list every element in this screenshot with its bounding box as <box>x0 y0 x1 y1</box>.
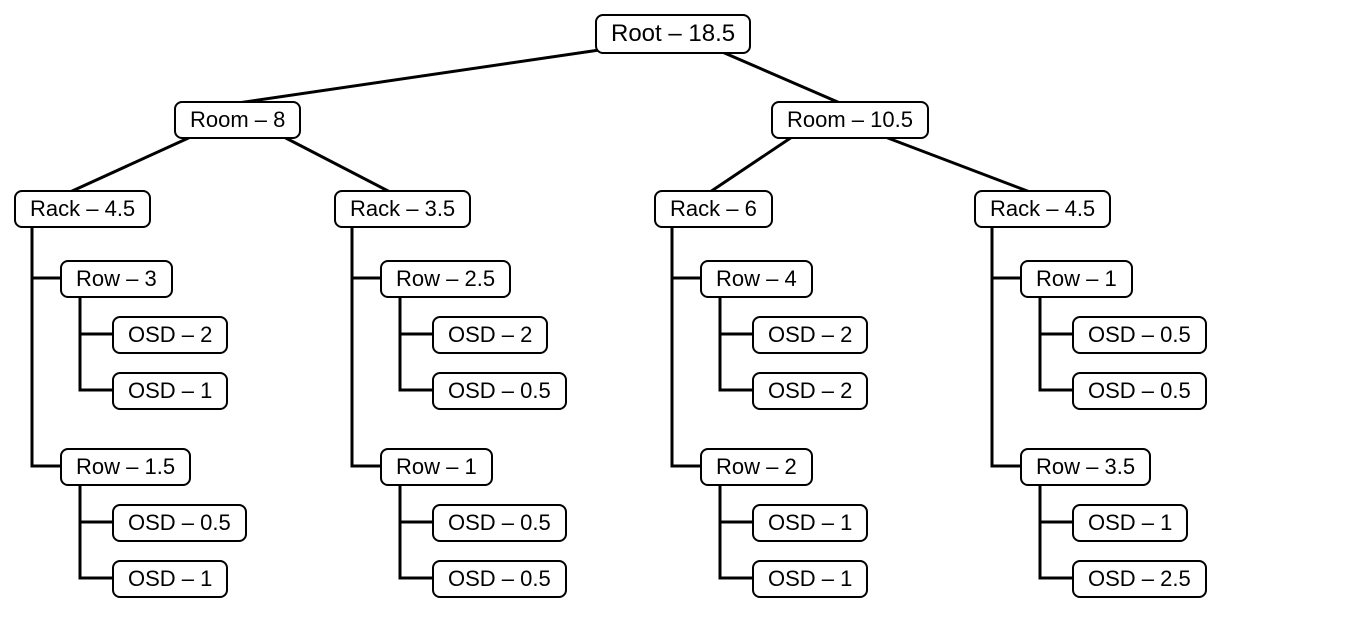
tree-elbow <box>672 224 700 278</box>
tree-node-r1o2: OSD – 1 <box>112 372 228 410</box>
tree-elbow <box>80 294 112 390</box>
tree-node-r1o4: OSD – 1 <box>112 560 228 598</box>
tree-elbow <box>672 224 700 466</box>
tree-node-r1row1: Row – 3 <box>60 260 173 298</box>
tree-node-r3o2: OSD – 2 <box>752 372 868 410</box>
tree-node-r3o1: OSD – 2 <box>752 316 868 354</box>
tree-elbow <box>352 224 380 278</box>
tree-edge <box>280 135 390 192</box>
tree-node-r4o2: OSD – 0.5 <box>1072 372 1207 410</box>
tree-node-r3o3: OSD – 1 <box>752 504 868 542</box>
tree-elbow <box>32 224 60 466</box>
tree-edge <box>238 48 613 103</box>
tree-elbow <box>1040 482 1072 522</box>
tree-elbow <box>720 294 752 390</box>
tree-elbow <box>80 294 112 334</box>
tree-node-r4o1: OSD – 0.5 <box>1072 316 1207 354</box>
tree-node-root: Root – 18.5 <box>595 14 751 54</box>
tree-node-rack1: Rack – 4.5 <box>14 190 151 228</box>
tree-edge <box>710 135 795 192</box>
tree-elbow <box>1040 294 1072 390</box>
tree-elbow <box>992 224 1020 466</box>
tree-node-room2: Room – 10.5 <box>771 101 929 139</box>
tree-node-r2o1: OSD – 2 <box>432 316 548 354</box>
tree-elbow <box>32 224 60 278</box>
tree-node-r1row2: Row – 1.5 <box>60 448 191 486</box>
tree-elbow <box>1040 294 1072 334</box>
tree-node-r4row2: Row – 3.5 <box>1020 448 1151 486</box>
tree-elbow <box>720 482 752 578</box>
tree-node-r2o4: OSD – 0.5 <box>432 560 567 598</box>
tree-node-rack3: Rack – 6 <box>654 190 773 228</box>
tree-node-r3o4: OSD – 1 <box>752 560 868 598</box>
tree-node-r2o2: OSD – 0.5 <box>432 372 567 410</box>
tree-node-r4row1: Row – 1 <box>1020 260 1133 298</box>
tree-node-r3row1: Row – 4 <box>700 260 813 298</box>
tree-elbow <box>992 224 1020 278</box>
tree-elbow <box>400 294 432 334</box>
tree-elbow <box>80 482 112 578</box>
tree-node-r3row2: Row – 2 <box>700 448 813 486</box>
tree-edge <box>713 48 840 103</box>
tree-node-r1o1: OSD – 2 <box>112 316 228 354</box>
tree-edge <box>70 135 195 192</box>
tree-elbow <box>1040 482 1072 578</box>
tree-elbow <box>400 482 432 578</box>
tree-node-rack4: Rack – 4.5 <box>974 190 1111 228</box>
tree-elbow <box>352 224 380 466</box>
tree-elbow <box>400 482 432 522</box>
tree-node-r4o3: OSD – 1 <box>1072 504 1188 542</box>
tree-node-r2row2: Row – 1 <box>380 448 493 486</box>
tree-node-r4o4: OSD – 2.5 <box>1072 560 1207 598</box>
tree-node-r2o3: OSD – 0.5 <box>432 504 567 542</box>
tree-elbow <box>400 294 432 390</box>
tree-node-rack2: Rack – 3.5 <box>334 190 471 228</box>
tree-node-r2row1: Row – 2.5 <box>380 260 511 298</box>
tree-elbow <box>720 294 752 334</box>
tree-node-r1o3: OSD – 0.5 <box>112 504 247 542</box>
tree-elbow <box>80 482 112 522</box>
tree-node-room1: Room – 8 <box>174 101 301 139</box>
tree-elbow <box>720 482 752 522</box>
tree-edge <box>880 135 1030 192</box>
